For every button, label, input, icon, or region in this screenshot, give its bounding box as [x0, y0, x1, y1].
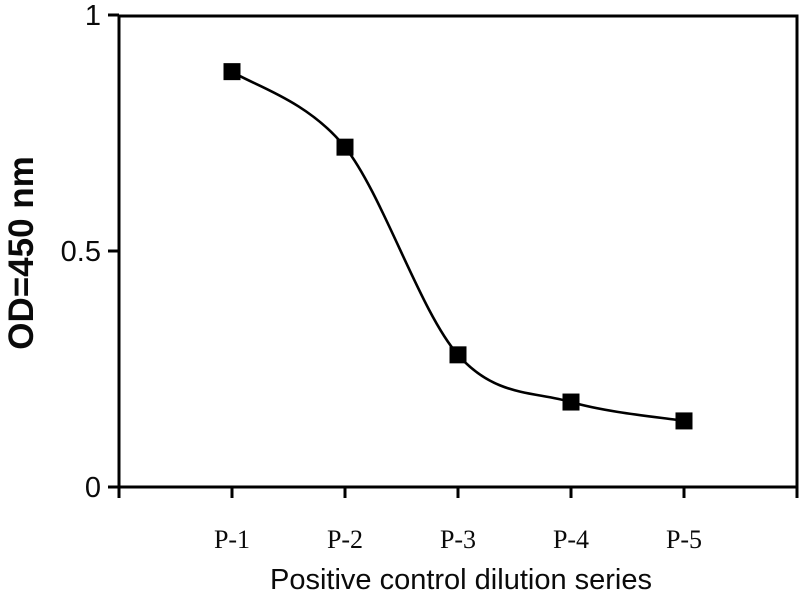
series-line — [231, 70, 685, 423]
data-point-marker — [336, 138, 354, 156]
plot-border — [117, 14, 799, 489]
data-point-marker — [562, 393, 580, 411]
plot-frame-group — [117, 14, 799, 498]
x-tick-label: P-3 — [440, 525, 476, 554]
x-tick-label: P-4 — [553, 525, 589, 554]
data-point-marker — [223, 63, 241, 81]
y-tick-label: 0 — [85, 472, 101, 504]
y-axis-ticks — [108, 13, 119, 489]
y-tick-label: 0.5 — [61, 236, 101, 268]
x-tick-labels: P-1 P-2 P-3 P-4 P-5 — [214, 525, 702, 554]
data-point-marker — [449, 346, 467, 364]
x-axis-title: Positive control dilution series — [270, 564, 652, 596]
y-axis-title: OD=450 nm — [2, 156, 41, 350]
x-tick-label: P-2 — [327, 525, 363, 554]
x-tick-label: P-5 — [666, 525, 702, 554]
data-point-marker — [675, 412, 693, 430]
x-tick-label: P-1 — [214, 525, 250, 554]
data-series — [223, 63, 693, 430]
y-tick-labels: 00.51 — [61, 0, 101, 504]
x-axis-ticks — [230, 487, 686, 498]
y-tick-label: 1 — [85, 0, 101, 32]
